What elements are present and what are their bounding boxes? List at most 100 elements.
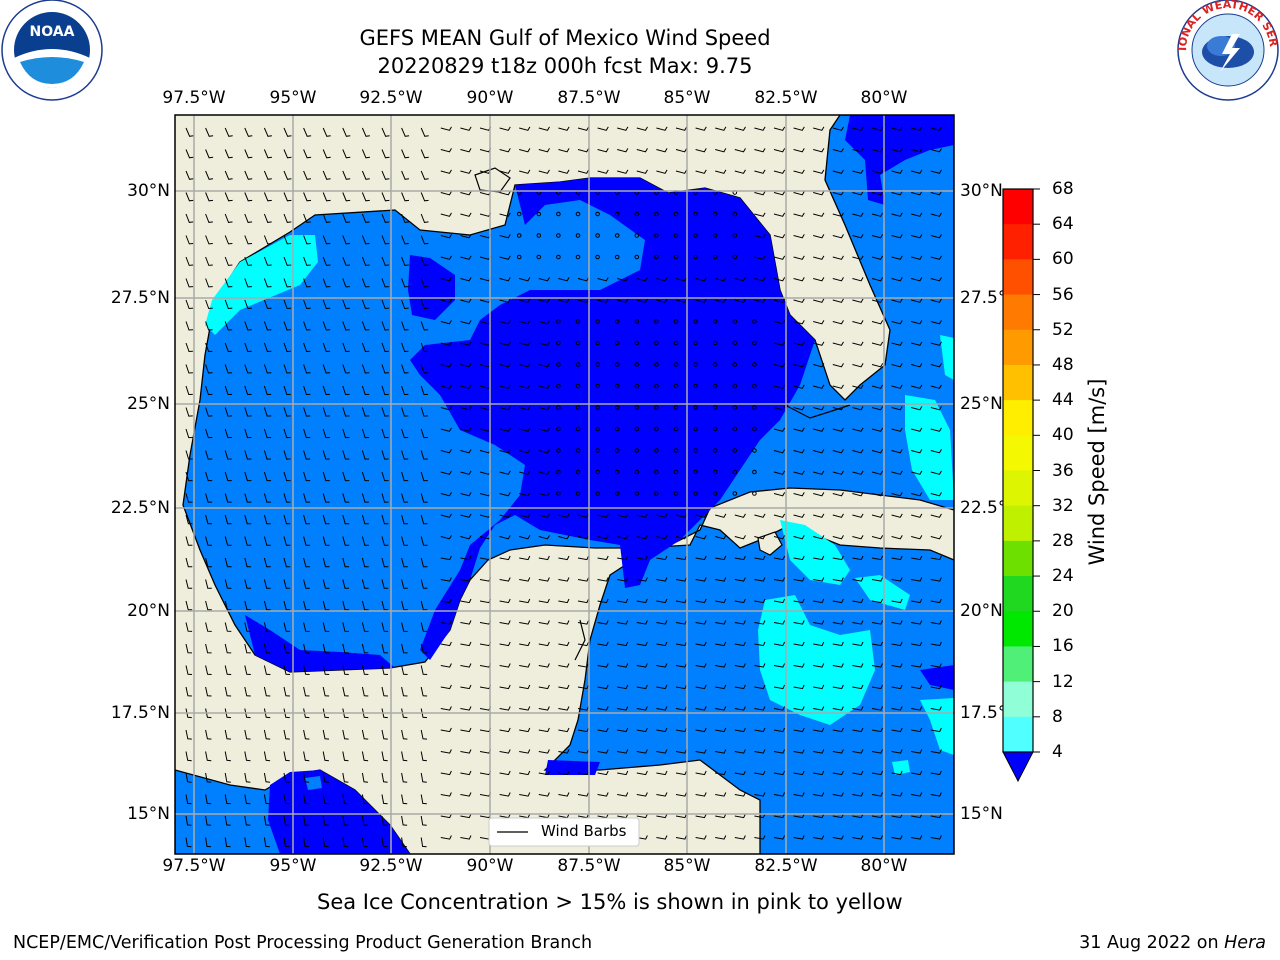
wind-barb: [715, 169, 727, 174]
wind-barb: [440, 513, 452, 518]
wind-barb: [734, 770, 746, 776]
colorbar-segment: [1003, 716, 1033, 753]
wind-barb: [617, 513, 629, 518]
calm-barb: [732, 491, 738, 496]
calm-barb: [575, 448, 581, 453]
wind-barb: [342, 536, 350, 546]
wind-barb: [773, 835, 786, 840]
wind-barb: [224, 557, 232, 568]
wind-barb: [224, 794, 231, 805]
lat-tick-left: 17.5°N: [110, 703, 170, 723]
wind-barb: [597, 706, 609, 711]
calm-barb: [595, 405, 600, 410]
calm-barb: [712, 211, 718, 217]
wind-barb: [773, 148, 786, 153]
calm-barb: [634, 426, 640, 432]
wind-barb: [734, 148, 746, 153]
wind-barb: [420, 321, 429, 331]
colorbar-tick-label: 12: [1052, 671, 1074, 692]
wind-barb: [361, 321, 370, 331]
wind-barb: [871, 813, 884, 819]
lon-tick-bottom: 95°W: [269, 856, 317, 876]
wind-barb: [342, 385, 350, 396]
wind-barb: [440, 598, 452, 604]
wind-barb: [617, 126, 629, 131]
wind-barb: [675, 813, 688, 819]
windy-patch: [205, 235, 318, 335]
calm-barb: [516, 211, 522, 217]
wind-barb: [283, 622, 291, 632]
wind-barb: [224, 450, 232, 460]
wind-barb: [656, 298, 668, 303]
wind-barb: [813, 770, 825, 776]
calm-barb: [752, 319, 757, 324]
wind-barb: [519, 320, 531, 325]
wind-barb: [303, 127, 312, 137]
wind-barb: [538, 749, 550, 754]
wind-barb: [813, 620, 825, 625]
wind-barb: [754, 813, 766, 819]
wind-barb: [224, 579, 232, 589]
wind-barb: [381, 794, 388, 805]
wind-barb: [577, 770, 590, 776]
wind-barb: [244, 772, 251, 783]
noaa-logo: NOAA: [1, 0, 103, 101]
calm-barb: [634, 383, 640, 389]
wind-barb: [381, 278, 390, 288]
wind-barb: [185, 428, 193, 439]
wind-barb: [773, 298, 786, 303]
wind-barb: [793, 706, 805, 711]
lat-tick-right: 15°N: [960, 804, 1003, 824]
wind-barb: [891, 363, 903, 368]
wind-barb: [224, 299, 233, 310]
wind-barb: [283, 149, 292, 159]
wind-barb: [832, 706, 844, 711]
wind-barb: [263, 514, 271, 525]
wind-barb: [342, 428, 350, 439]
wind-barb: [440, 620, 452, 625]
calm-barb: [556, 405, 561, 410]
wind-barb: [185, 256, 194, 266]
wind-barb: [734, 813, 746, 819]
wind-barb: [930, 298, 942, 303]
wind-barb: [283, 579, 291, 589]
wind-barb: [224, 815, 231, 826]
wind-barb: [656, 792, 668, 797]
wind-barb: [538, 470, 550, 475]
wind-barb: [283, 493, 291, 503]
calm-barb: [614, 383, 620, 389]
wind-barb: [852, 577, 864, 582]
wind-barb: [911, 212, 923, 217]
calm-barb: [575, 319, 581, 324]
colorbar-tick-label: 16: [1052, 636, 1074, 657]
wind-barb: [891, 126, 903, 131]
wind-barb: [911, 641, 923, 647]
wind-barb: [440, 555, 452, 561]
wind-barb: [381, 557, 389, 568]
wind-barb: [283, 794, 290, 805]
wind-barb: [734, 706, 746, 711]
wind-barb: [342, 622, 349, 632]
wind-barb: [793, 577, 805, 582]
wind-barb: [754, 749, 766, 754]
wind-barb: [519, 663, 531, 668]
colorbar-tick-label: 52: [1052, 319, 1074, 340]
wind-barb: [852, 363, 864, 368]
lon-tick-bottom: 82.5°W: [754, 856, 818, 876]
wind-barb: [891, 641, 903, 647]
calm-barb: [556, 469, 561, 475]
wind-barb: [891, 835, 903, 840]
wind-barb: [342, 149, 351, 159]
wind-barb: [577, 298, 590, 303]
wind-barb: [930, 577, 942, 582]
wind-barb: [263, 600, 271, 611]
wind-barb: [519, 169, 531, 174]
wind-barb: [793, 427, 805, 432]
wind-barb: [911, 148, 923, 153]
wind-barb: [401, 751, 408, 762]
wind-barb: [695, 148, 707, 153]
wind-barb: [499, 535, 511, 540]
wind-barb: [930, 427, 942, 432]
wind-barb: [224, 622, 232, 632]
wind-barb: [538, 363, 550, 368]
